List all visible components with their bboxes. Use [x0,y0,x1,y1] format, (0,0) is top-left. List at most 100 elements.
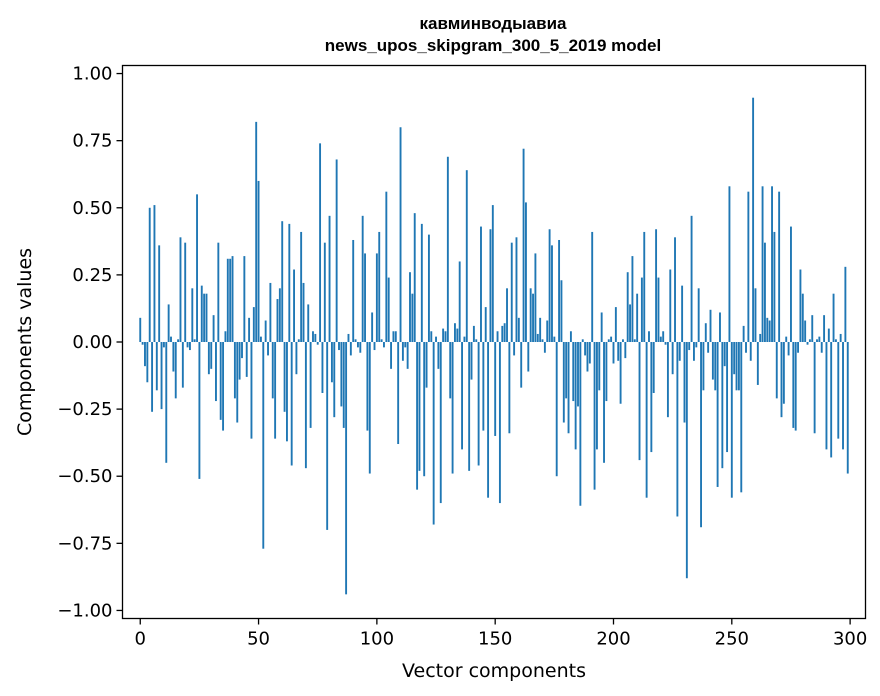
bar [340,342,343,407]
bar [579,342,582,506]
bar [250,342,253,439]
bar [700,342,702,528]
bar [281,221,284,342]
bar [685,342,688,579]
bar [394,331,397,342]
bar [496,331,499,342]
bar [787,342,790,356]
bar [326,342,329,530]
bar [553,336,556,342]
bar [688,342,691,351]
bar [517,317,520,342]
bar [222,342,225,431]
bar [659,336,662,342]
bar [506,288,508,342]
bar [257,180,260,342]
bar [756,342,759,385]
bar [456,328,459,342]
bar [827,328,830,342]
bar [768,320,771,342]
bar [439,342,442,504]
bar [820,342,823,353]
bar [319,143,322,342]
bar [418,342,421,471]
bar [640,277,643,342]
bar [255,121,258,343]
bar [638,342,641,461]
bar [662,331,665,342]
bar [719,312,721,342]
bar [714,342,717,391]
bar [491,205,494,342]
bar [778,191,781,342]
bar [233,342,236,399]
bar [442,328,445,342]
bar [508,342,511,434]
bar [666,342,669,418]
bar [489,229,492,342]
bar [283,342,286,412]
bar [482,342,485,431]
bar [401,342,404,361]
bar [614,307,617,342]
bar [212,315,215,342]
bar [806,342,809,345]
bar [342,342,345,428]
bar [191,288,194,342]
bar [188,342,191,351]
bar [513,342,516,356]
bar [444,331,447,342]
bar [610,336,613,342]
y-tick-label: −1.00 [57,600,112,621]
bar-series [139,97,849,595]
bar [210,342,213,369]
bar [600,312,603,342]
bar [695,342,698,348]
bar [584,342,587,356]
bar [174,342,177,399]
y-tick-label: 0.25 [72,265,112,286]
bar [186,342,189,348]
bar [529,288,532,342]
bar [226,258,229,342]
bar [264,320,267,342]
bar [683,342,686,423]
bar [607,339,610,342]
bar [704,323,707,342]
bar [435,336,437,342]
bar [404,342,407,348]
bar [747,191,750,342]
bar [333,342,336,418]
bar [498,342,501,504]
bar [475,339,478,342]
bar [167,304,170,342]
bar [406,342,409,369]
bar [503,323,506,342]
bar [151,342,154,412]
bar [565,342,568,399]
bar [541,339,544,342]
bar [763,242,766,342]
x-axis-ticks: 0 50 100 150 200 250 300 [135,618,867,650]
bar [349,342,352,356]
bar [790,226,792,342]
bar [494,342,497,436]
bar [792,342,795,428]
bar [312,331,314,342]
bar [799,269,802,342]
bar [390,342,393,369]
bar [510,242,513,342]
bar [794,342,797,431]
bar [577,342,579,407]
bar [229,258,232,342]
x-tick-label: 300 [833,629,867,650]
bar [581,339,584,342]
bar [522,148,525,342]
bar [139,317,142,342]
bar [560,280,563,342]
bar [574,342,577,450]
bar [184,242,187,342]
bar [655,229,658,342]
